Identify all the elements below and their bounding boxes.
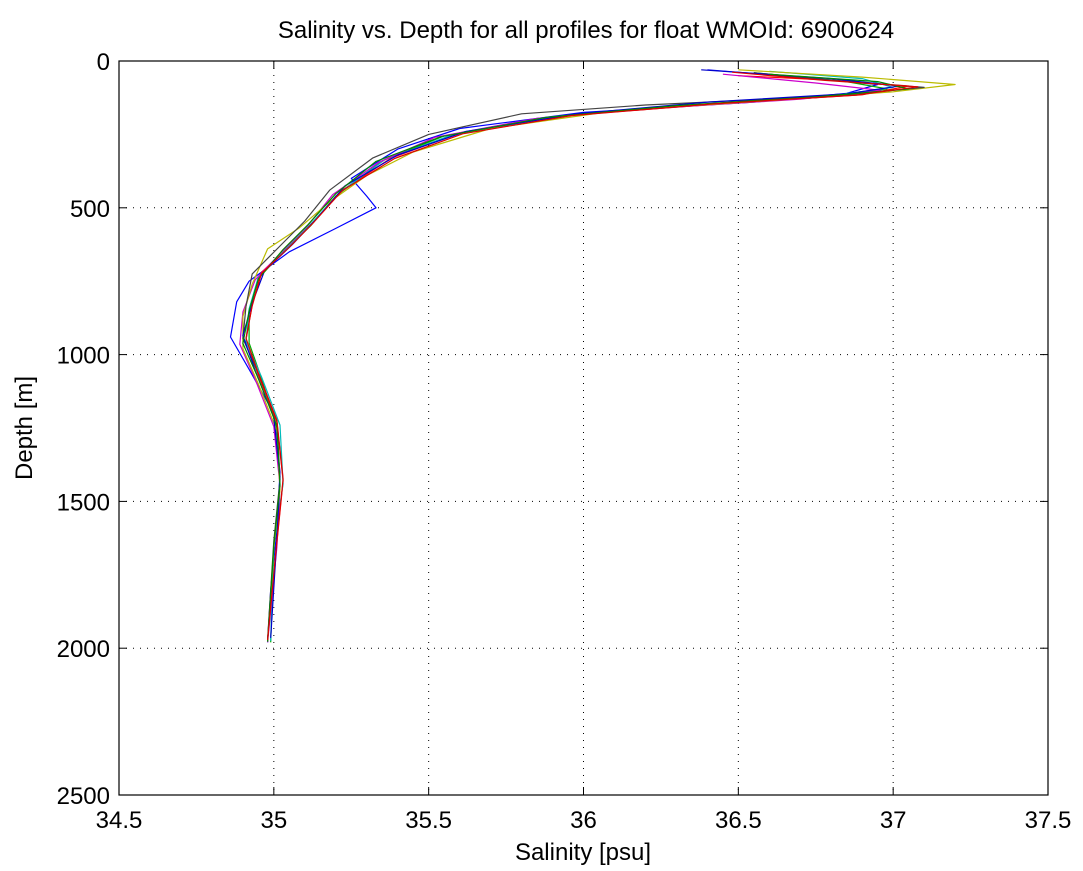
x-tick-label: 35	[260, 807, 287, 834]
y-axis-label: Depth [m]	[11, 376, 38, 480]
profile-line-3	[245, 75, 910, 640]
profile-line-2	[248, 72, 888, 643]
y-tick-label: 1500	[57, 489, 110, 516]
profile-line-7	[242, 72, 925, 640]
grid-layer	[119, 61, 1048, 795]
chart-title: Salinity vs. Depth for all profiles for …	[278, 17, 894, 44]
x-axis-label: Salinity [psu]	[515, 839, 651, 866]
y-tick-label: 0	[97, 49, 110, 76]
axis-ticks: 34.5 35 35.5 36 36.5 37 37.5 0 500 1000 1500 2000 25…	[57, 49, 1072, 834]
profile-line-10	[245, 71, 919, 641]
y-tick-label: 500	[70, 196, 110, 223]
x-tick-label: 37	[880, 807, 907, 834]
profile-line-5	[239, 73, 882, 643]
y-tick-label: 2500	[57, 783, 110, 810]
y-tick-label: 1000	[57, 343, 110, 370]
profile-line-6	[242, 69, 956, 641]
x-tick-label: 36.5	[715, 807, 762, 834]
x-tick-label: 36	[570, 807, 597, 834]
profile-line-1	[229, 69, 879, 643]
profile-line-8	[242, 69, 901, 638]
x-tick-label: 34.5	[96, 807, 143, 834]
x-tick-label: 35.5	[405, 807, 452, 834]
y-tick-label: 2000	[57, 636, 110, 663]
profile-line-4	[245, 70, 894, 641]
profile-line-9	[242, 73, 910, 642]
x-tick-label: 37.5	[1025, 807, 1072, 834]
profile-lines	[229, 69, 956, 643]
